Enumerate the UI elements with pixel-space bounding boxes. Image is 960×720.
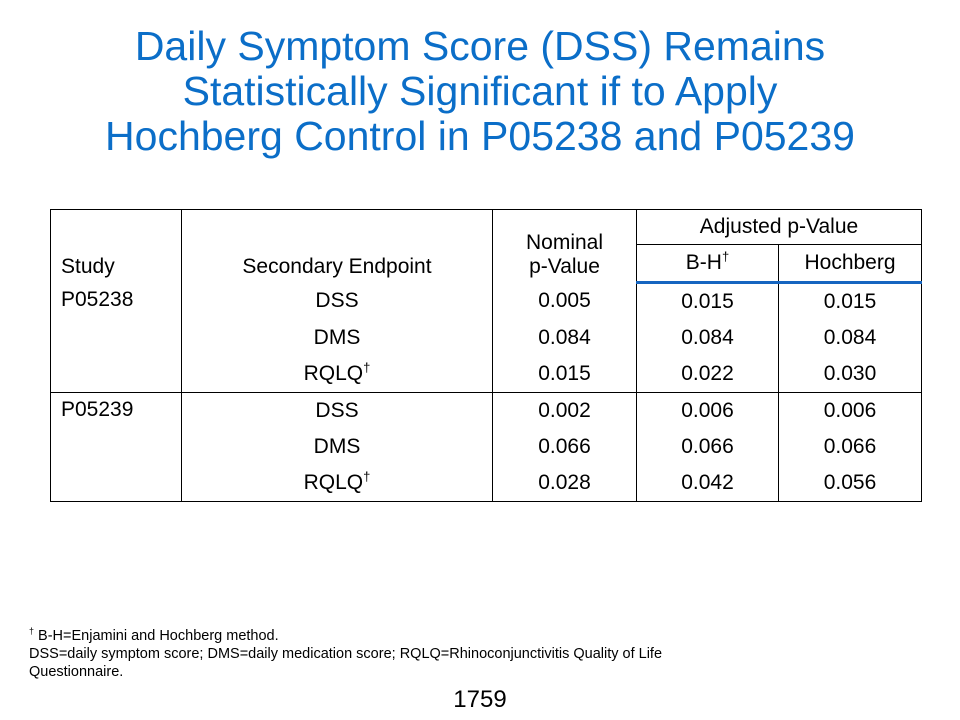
results-table: Study Secondary Endpoint Nominal p-Value…: [50, 209, 922, 502]
hochberg-cell: 0.015: [778, 282, 922, 320]
title-line-2: Statistically Significant if to Apply: [182, 68, 778, 114]
nominal-cell: 0.015: [492, 356, 637, 393]
endpoint-cell: RQLQ†: [181, 356, 493, 393]
endpoint-cell: RQLQ†: [181, 465, 493, 502]
study-cell: P05238: [50, 282, 182, 393]
header-endpoint: Secondary Endpoint: [181, 209, 493, 283]
endpoint-cell: DMS: [181, 320, 493, 356]
table-row: RQLQ† 0.015 0.022 0.030: [51, 356, 922, 393]
nominal-cell: 0.005: [492, 282, 637, 320]
nominal-cell: 0.084: [492, 320, 637, 356]
nominal-cell: 0.002: [492, 392, 637, 429]
endpoint-cell: DSS: [181, 392, 493, 429]
hochberg-cell: 0.066: [778, 429, 922, 465]
title-line-1: Daily Symptom Score (DSS) Remains: [134, 23, 826, 69]
hochberg-cell: 0.056: [778, 465, 922, 502]
bh-cell: 0.084: [636, 320, 779, 356]
page-number: 1759: [453, 686, 507, 713]
nominal-cell: 0.066: [492, 429, 637, 465]
hochberg-cell: 0.084: [778, 320, 922, 356]
footnote-line-3: Questionnaire.: [29, 664, 124, 680]
header-study: Study: [50, 209, 182, 283]
header-row-2: B-H† Hochberg: [51, 244, 922, 284]
header-bh: B-H†: [636, 244, 779, 284]
hochberg-cell: 0.030: [778, 356, 922, 393]
table-row: P05238 DSS 0.005 0.015 0.015: [50, 282, 922, 393]
header-row-1: Study Secondary Endpoint Nominal p-Value…: [50, 209, 922, 283]
endpoint-cell: DSS: [181, 282, 493, 320]
nominal-cell: 0.028: [492, 465, 637, 502]
header-nominal: Nominal p-Value: [492, 209, 637, 283]
title-line-3: Hochberg Control in P05238 and P05239: [105, 113, 855, 159]
header-adjusted: Adjusted p-Value: [636, 209, 922, 245]
header-hochberg: Hochberg: [778, 244, 922, 284]
hochberg-cell: 0.006: [778, 392, 922, 429]
bh-cell: 0.066: [636, 429, 779, 465]
slide-title: Daily Symptom Score (DSS) Remains Statis…: [0, 24, 960, 159]
bh-cell: 0.015: [636, 282, 779, 320]
bh-cell: 0.022: [636, 356, 779, 393]
bh-cell: 0.042: [636, 465, 779, 502]
footnote-line-2: DSS=daily symptom score; DMS=daily medic…: [29, 646, 663, 662]
table-row: DMS 0.084 0.084 0.084: [51, 320, 922, 356]
table-row: RQLQ† 0.028 0.042 0.056: [51, 465, 922, 502]
endpoint-cell: DMS: [181, 429, 493, 465]
footnote-line-1: † B-H=Enjamini and Hochberg method.: [29, 626, 279, 644]
study-cell: P05239: [50, 392, 182, 502]
table-row: DMS 0.066 0.066 0.066: [51, 429, 922, 465]
table-row: P05239 DSS 0.002 0.006 0.006: [50, 392, 922, 502]
bh-cell: 0.006: [636, 392, 779, 429]
footnote: † B-H=Enjamini and Hochberg method. DSS=…: [29, 627, 662, 681]
